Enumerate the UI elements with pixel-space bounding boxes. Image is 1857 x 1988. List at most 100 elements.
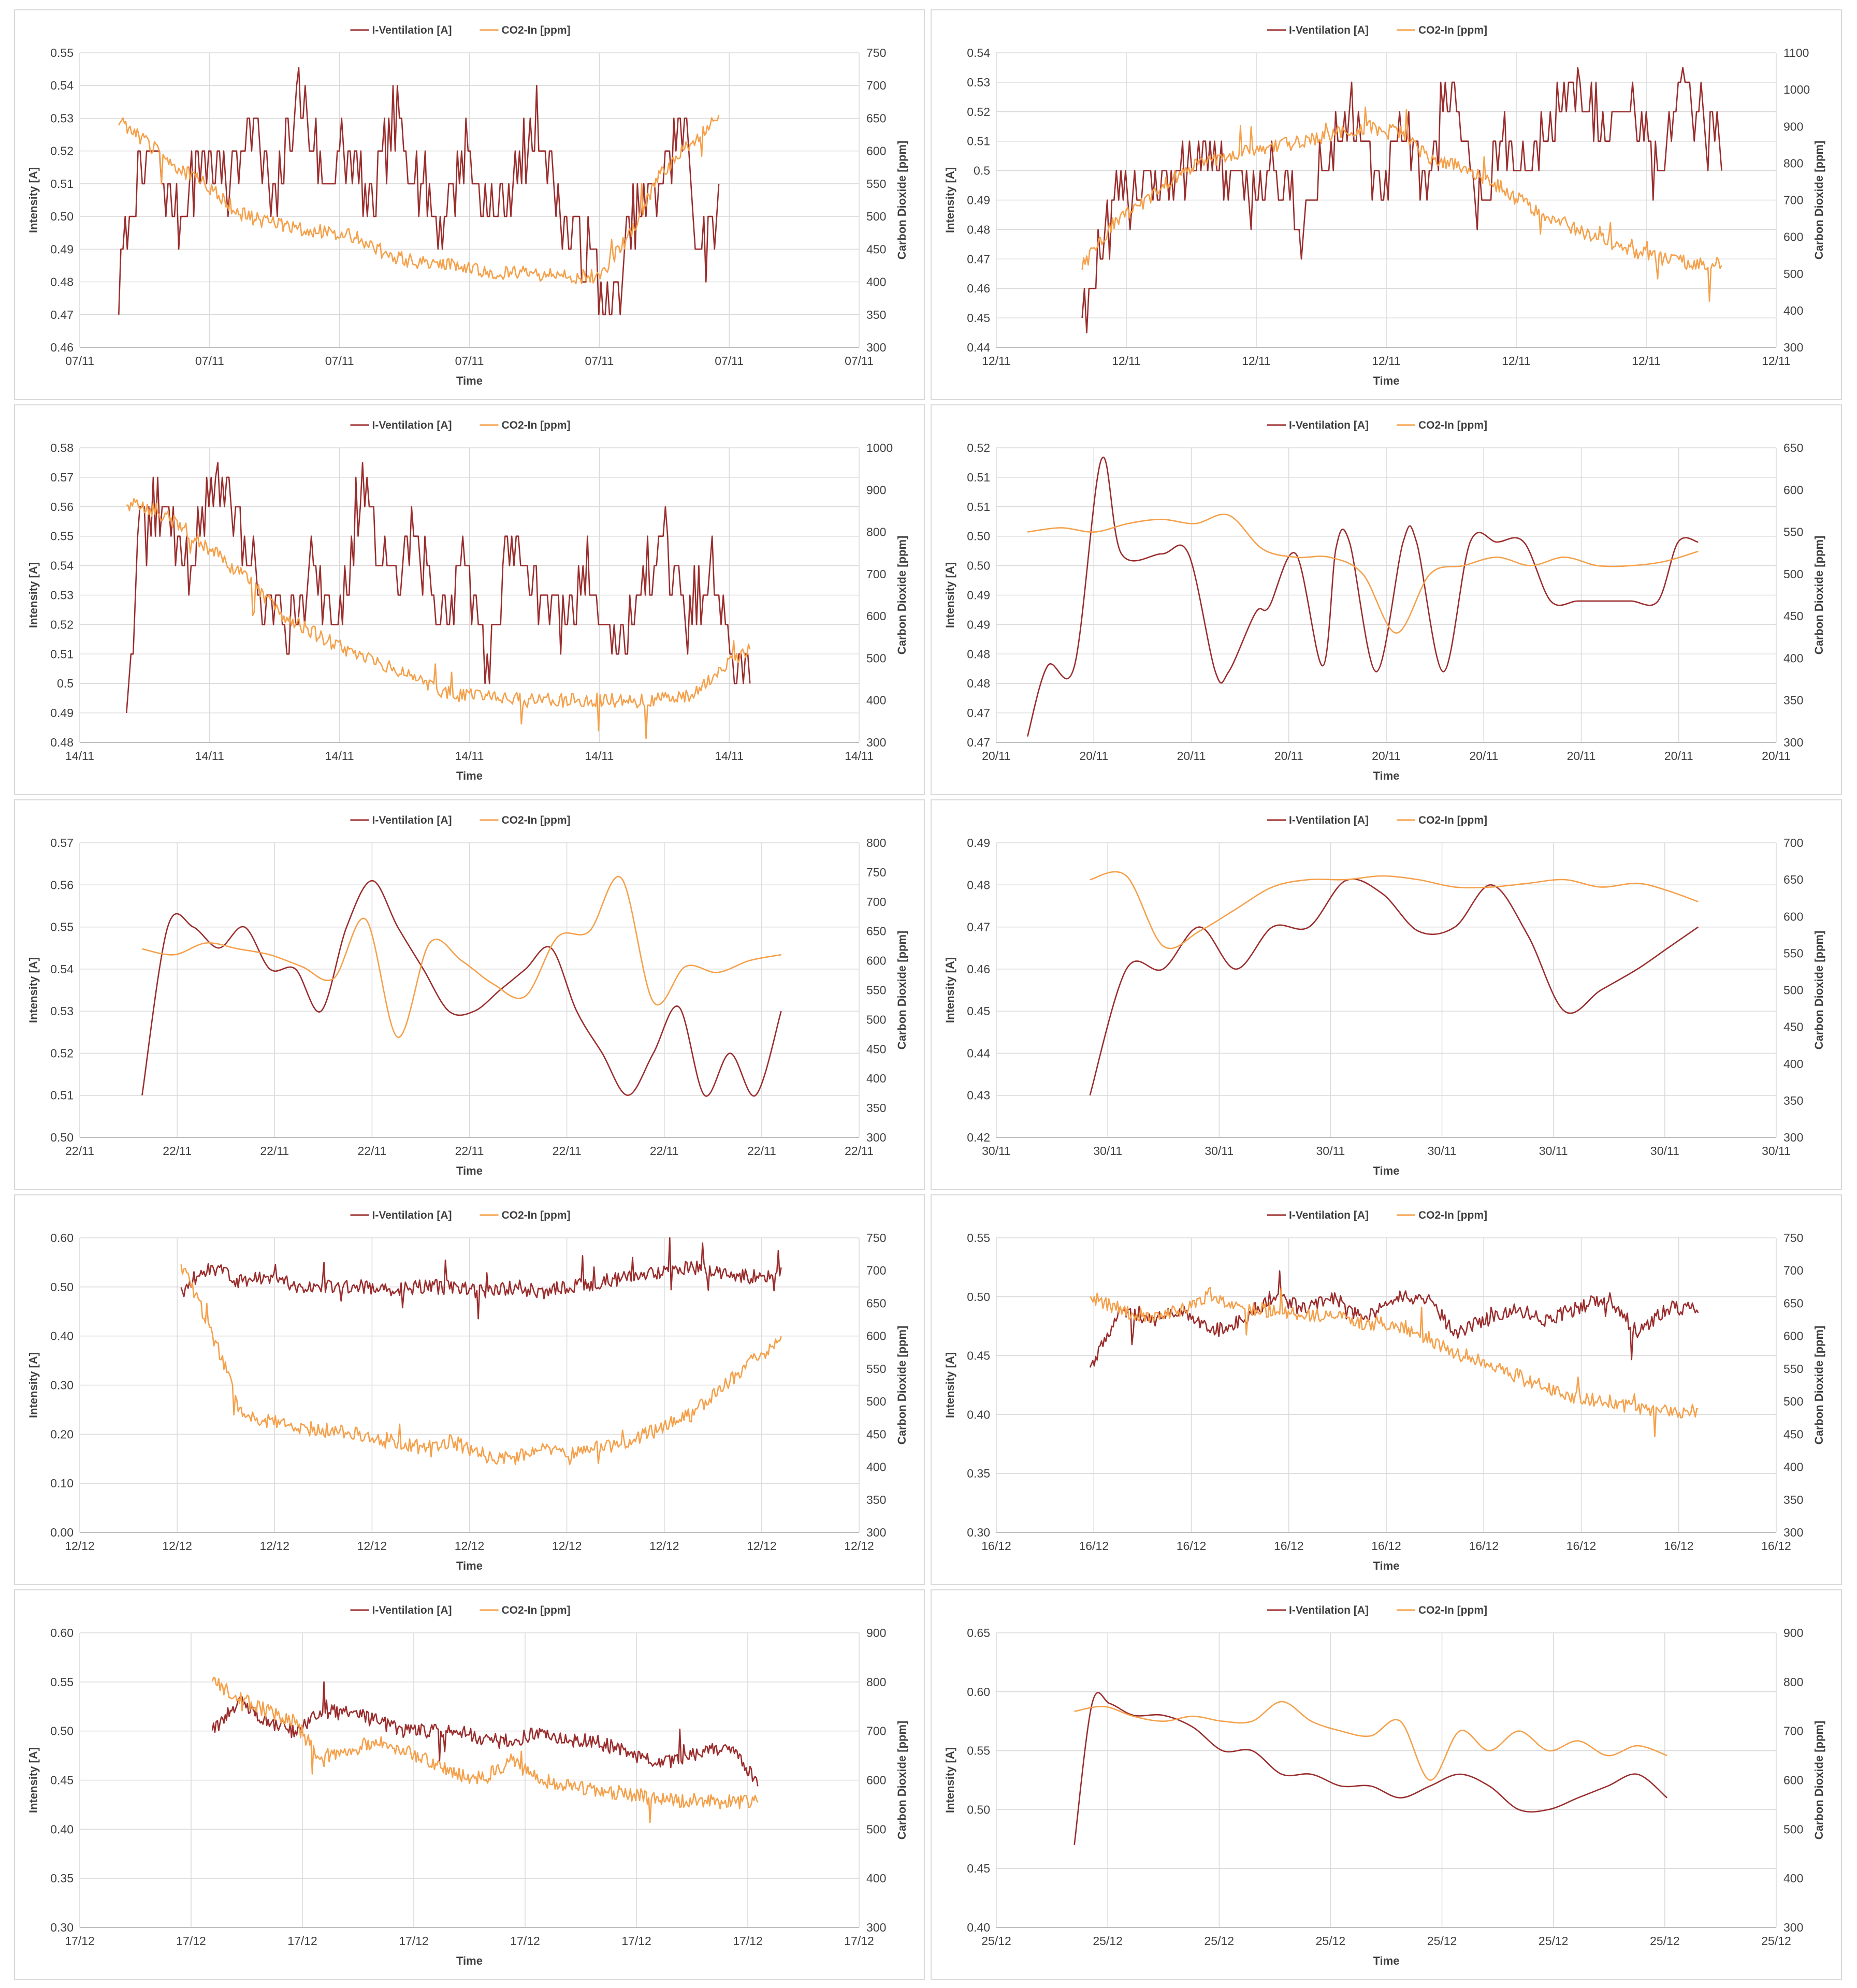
series-line-ventilation (126, 462, 751, 713)
y2-axis-title: Carbon Dioxide [ppm] (895, 1326, 908, 1445)
y2-tick-label: 400 (1783, 1460, 1803, 1474)
series-line-ventilation (141, 880, 782, 1097)
y-tick-label: 0.35 (50, 1872, 74, 1885)
y2-tick-label: 900 (1783, 1626, 1803, 1640)
y-tick-label: 0.55 (967, 1744, 990, 1758)
y2-tick-label: 600 (1783, 483, 1803, 496)
x-tick-label: 25/12 (1650, 1934, 1680, 1948)
y2-tick-label: 350 (866, 1493, 886, 1507)
y-tick-label: 0.40 (50, 1329, 74, 1343)
x-tick-label: 22/11 (260, 1144, 289, 1158)
y-axis-title: Intensity [A] (944, 957, 956, 1023)
chart-panel: I-Ventilation [A] CO2-In [ppm] 0.44 0.45 0.4… (931, 9, 1842, 400)
x-tick-label: 25/12 (1539, 1934, 1569, 1948)
y-tick-label: 0.51 (967, 500, 990, 514)
x-tick-label: 20/11 (1469, 749, 1498, 763)
x-tick-label: 16/12 (1177, 1539, 1207, 1553)
y-tick-label: 0.10 (50, 1477, 74, 1490)
y2-tick-label: 650 (1783, 873, 1803, 886)
y2-tick-label: 400 (1783, 304, 1803, 317)
x-tick-label: 12/12 (649, 1539, 679, 1553)
y2-tick-label: 300 (866, 341, 886, 354)
y2-tick-label: 650 (866, 1296, 886, 1310)
y-tick-label: 0.20 (50, 1427, 74, 1441)
x-tick-label: 30/11 (1539, 1144, 1568, 1158)
y2-tick-label: 550 (866, 177, 886, 191)
legend: I-Ventilation [A] CO2-In [ppm] (350, 1604, 571, 1616)
x-tick-label: 16/12 (1566, 1539, 1597, 1553)
y2-tick-label: 500 (1783, 1822, 1803, 1836)
y2-tick-label: 800 (1783, 1675, 1803, 1689)
y2-tick-label: 500 (1783, 1395, 1803, 1408)
y2-tick-label: 600 (1783, 1774, 1803, 1787)
y2-axis-title: Carbon Dioxide [ppm] (1812, 536, 1825, 655)
y-tick-label: 0.48 (967, 878, 990, 891)
y-tick-label: 0.49 (967, 194, 990, 207)
y2-tick-label: 550 (1783, 946, 1803, 960)
y2-tick-label: 550 (1783, 1362, 1803, 1376)
y2-tick-label: 300 (1783, 736, 1803, 749)
series-line-ventilation (1089, 878, 1699, 1096)
x-tick-label: 25/12 (1205, 1934, 1235, 1948)
y2-tick-label: 450 (1783, 609, 1803, 623)
x-tick-label: 12/12 (747, 1539, 777, 1553)
y-tick-label: 0.48 (50, 736, 74, 749)
y2-tick-label: 500 (1783, 567, 1803, 581)
x-tick-label: 20/11 (1567, 749, 1596, 763)
y2-tick-label: 500 (866, 651, 886, 665)
y-tick-label: 0.45 (967, 311, 990, 325)
y-tick-label: 0.47 (967, 920, 990, 934)
y-axis-title: Intensity [A] (27, 1352, 40, 1418)
y-tick-label: 0.52 (967, 105, 990, 119)
x-tick-label: 16/12 (981, 1539, 1011, 1553)
y-tick-label: 0.50 (967, 1803, 990, 1816)
y-tick-label: 0.46 (967, 962, 990, 976)
y2-tick-label: 700 (866, 567, 886, 581)
x-tick-label: 12/11 (1502, 354, 1531, 368)
x-tick-label: 22/11 (163, 1144, 192, 1158)
y-tick-label: 0.40 (50, 1822, 74, 1836)
y2-tick-label: 800 (1783, 156, 1803, 170)
y2-tick-label: 700 (866, 1264, 886, 1277)
y2-axis-title: Carbon Dioxide [ppm] (1812, 1326, 1825, 1445)
y2-tick-label: 400 (1783, 651, 1803, 665)
x-axis-title: Time (1373, 769, 1400, 782)
y-tick-label: 0.60 (50, 1231, 74, 1245)
y2-tick-label: 300 (1783, 1526, 1803, 1539)
y2-tick-label: 500 (866, 1013, 886, 1026)
x-axis-title: Time (456, 769, 483, 782)
y2-tick-label: 300 (1783, 341, 1803, 354)
y-tick-label: 0.50 (967, 1290, 990, 1304)
x-tick-label: 16/12 (1274, 1539, 1304, 1553)
legend: I-Ventilation [A] CO2-In [ppm] (350, 419, 570, 431)
x-tick-label: 20/11 (1079, 749, 1108, 763)
y-tick-label: 0.45 (967, 1862, 990, 1875)
y2-tick-label: 750 (866, 866, 886, 879)
y2-tick-label: 350 (866, 308, 886, 321)
legend: I-Ventilation [A] CO2-In [ppm] (350, 1209, 570, 1221)
y-axis-title: Intensity [A] (27, 957, 40, 1023)
x-tick-label: 30/11 (1762, 1144, 1791, 1158)
x-tick-label: 12/11 (1632, 354, 1661, 368)
y-tick-label: 0.50 (967, 559, 990, 573)
y2-tick-label: 600 (866, 1329, 886, 1343)
legend-label-co2: CO2-In [ppm] (502, 1604, 571, 1616)
y-tick-label: 0.46 (967, 282, 990, 295)
x-tick-label: 14/11 (325, 749, 354, 763)
x-tick-label: 12/11 (1112, 354, 1141, 368)
series-line-co2 (1027, 514, 1699, 634)
y-tick-label: 0.55 (967, 1231, 990, 1245)
y2-tick-label: 600 (1783, 910, 1803, 923)
x-tick-label: 22/11 (747, 1144, 776, 1158)
series-line-co2 (211, 1677, 759, 1823)
y2-tick-label: 650 (1783, 1296, 1803, 1310)
y2-tick-label: 900 (866, 1626, 886, 1640)
x-tick-label: 12/11 (1242, 354, 1271, 368)
y-tick-label: 0.48 (967, 647, 990, 661)
y2-tick-label: 700 (1783, 1724, 1803, 1738)
y2-tick-label: 400 (866, 1072, 886, 1085)
y-tick-label: 0.53 (50, 111, 74, 125)
x-tick-label: 14/11 (585, 749, 614, 763)
y-tick-label: 0.30 (50, 1921, 74, 1934)
x-tick-label: 12/12 (552, 1539, 582, 1553)
